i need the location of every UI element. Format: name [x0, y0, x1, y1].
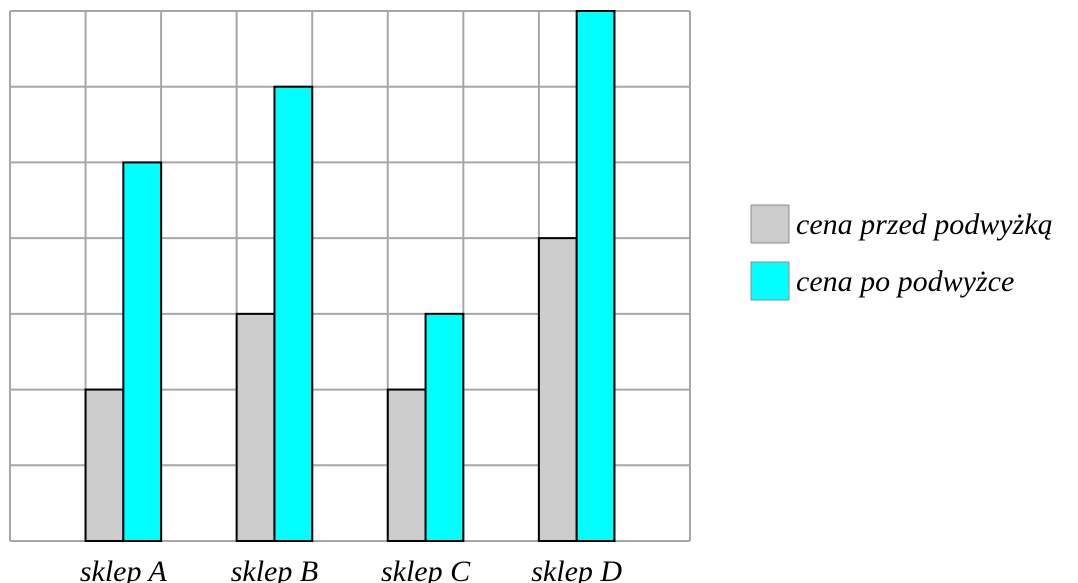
bar-sklep-d-series-1 [537, 237, 578, 542]
bar-sklep-c-series-2 [424, 312, 465, 542]
legend-label-series-2: cena po podwyżce [796, 265, 1014, 298]
legend-label-series-1: cena przed podwyżką [796, 208, 1053, 241]
bar-sklep-b-series-1 [235, 312, 276, 542]
x-tick-label-sklep-b: sklep B [231, 555, 318, 583]
bar-sklep-c-series-1 [386, 388, 427, 543]
x-axis-tick-labels: sklep A sklep B sklep C sklep D [80, 555, 623, 583]
legend-swatch-series-2 [750, 261, 790, 301]
chart-bars [84, 10, 616, 543]
bar-sklep-a-series-1 [84, 388, 125, 543]
x-tick-label-sklep-a: sklep A [80, 555, 168, 583]
bar-sklep-d-series-2 [575, 10, 616, 542]
x-tick-label-sklep-c: sklep C [381, 555, 471, 583]
bar-sklep-b-series-2 [273, 85, 314, 542]
legend-swatch-series-1 [750, 204, 790, 244]
bar-sklep-a-series-2 [122, 161, 163, 543]
x-tick-label-sklep-d: sklep D [531, 555, 622, 583]
chart-legend: cena przed podwyżką cena po podwyżce [750, 204, 1053, 301]
